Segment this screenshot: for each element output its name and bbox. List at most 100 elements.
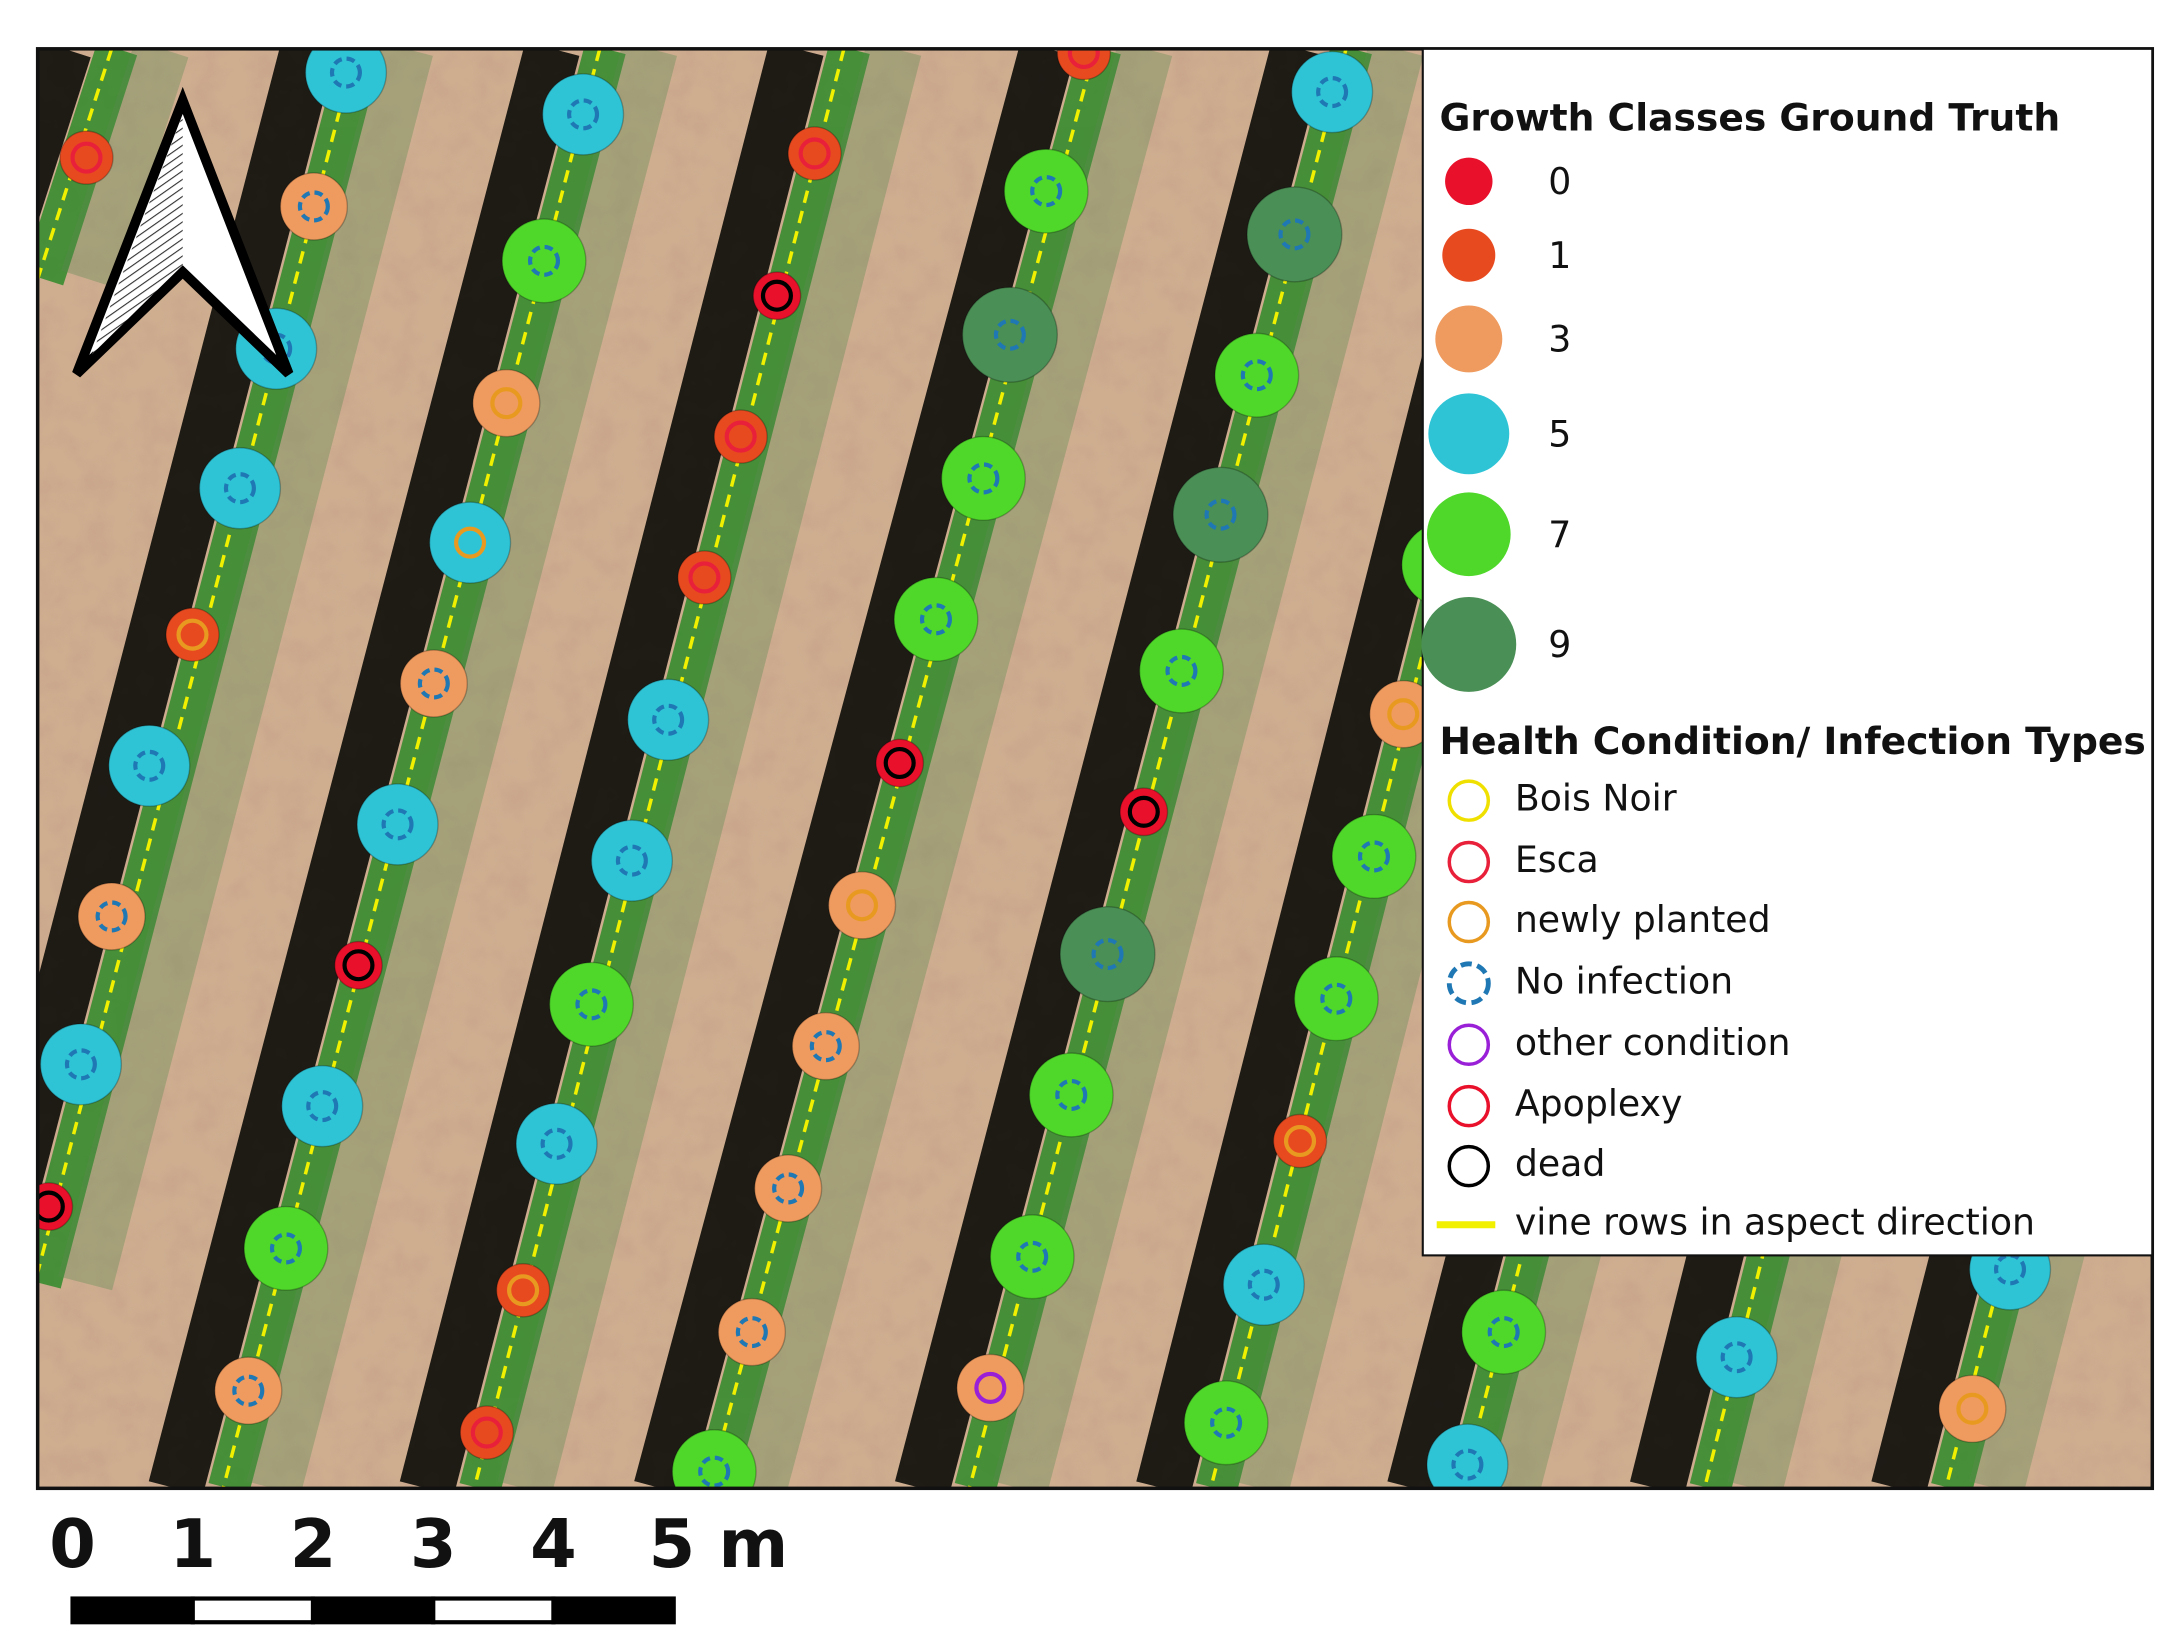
condition-ring [306,1090,339,1123]
scale-segment [190,1596,316,1625]
plant-marker [752,271,802,321]
condition-ring [1387,698,1420,731]
condition-ring [735,1316,768,1349]
legend-label: newly planted [1515,898,1771,941]
plant-marker [671,1429,757,1489]
plant-marker [787,126,842,181]
plant-marker [1938,1374,2007,1443]
legend-symbol [1435,305,1503,373]
plant-marker [459,1405,515,1460]
condition-ring [798,137,831,170]
condition-ring [1357,840,1390,873]
condition-ring [567,98,600,131]
plant-marker [37,1182,74,1231]
legend: Growth Classes Ground Truth Health Condi… [1421,47,2154,1257]
scale-segment [70,1596,195,1625]
condition-ring [527,244,561,277]
condition-ring [1487,1316,1520,1349]
condition-ring [1278,218,1311,251]
plant-marker [989,1214,1075,1300]
condition-ring [1091,938,1124,971]
plant-marker [753,1154,823,1223]
condition-ring [470,1416,503,1449]
plant-marker [875,738,925,788]
condition-ring [615,844,648,877]
condition-ring [688,561,721,594]
plant-marker [1028,1052,1114,1138]
legend-symbol [1445,157,1493,206]
condition-ring [1320,982,1353,1015]
plant-marker [1246,186,1343,283]
legend-label: dead [1515,1142,1606,1185]
scale-label: 3 [410,1505,457,1583]
condition-ring [1316,76,1349,109]
legend-title: Growth Classes Ground Truth [1440,95,2061,139]
vine-canopy-light [246,48,677,1489]
plant-marker [198,447,282,530]
scale-segment [551,1596,676,1625]
plant-marker [279,172,349,241]
plant-marker [1214,332,1300,418]
vine-canopy-light [61,48,189,288]
row-shadow [37,48,91,223]
plant-marker [243,1205,329,1291]
scale-label: 4 [530,1505,577,1583]
plant-marker [956,1353,1025,1423]
legend-label: Esca [1515,838,1599,881]
condition-ring [575,988,608,1021]
condition-ring [974,1371,1007,1404]
plant-marker [717,1297,787,1367]
condition-ring [1956,1392,1989,1425]
plant-marker [356,783,439,866]
condition-ring [845,889,879,922]
condition-ring [1016,1240,1049,1273]
plant-marker [472,368,541,438]
condition-ring [919,603,952,636]
plant-marker [428,501,512,584]
legend-label: other condition [1515,1021,1791,1064]
legend-label: 5 [1548,413,1571,456]
vine-canopy-light [992,48,1424,1489]
condition-ring [329,56,362,89]
condition-ring [381,808,414,841]
condition-ring [37,1190,65,1223]
plant-marker [1138,628,1224,714]
scale-label: 0 [49,1505,96,1583]
plant-marker [1003,148,1089,234]
plant-marker [495,1263,551,1318]
condition-ring [232,1374,265,1407]
plant-marker [334,940,383,990]
legend-symbol [1447,1084,1491,1128]
plant-marker [1293,956,1379,1042]
scale-label: 1 [169,1505,216,1583]
condition-ring [1165,654,1198,687]
legend-label: Bois Noir [1515,777,1677,820]
condition-ring [967,462,1000,495]
scale-segment [310,1596,436,1625]
plant-marker [1056,48,1112,81]
condition-ring [64,1048,97,1081]
condition-ring [297,190,330,223]
vine-canopy-light [497,48,922,1489]
plant-marker [626,678,710,761]
legend-symbol [1447,840,1491,884]
plant-marker [940,435,1026,521]
condition-ring [176,618,209,651]
row-shadow [634,48,1075,1489]
plant-marker [214,1356,283,1425]
condition-ring [1030,175,1063,208]
plant-marker [515,1102,598,1185]
vine-row [706,48,1097,1489]
condition-ring [883,746,916,780]
plant-marker [1272,1113,1328,1169]
condition-ring [1210,1406,1243,1439]
legend-title: Health Condition/ Infection Types [1440,719,2146,763]
condition-ring [698,1455,731,1488]
condition-ring [342,949,375,982]
condition-ring [1127,795,1160,828]
condition-ring [490,387,523,420]
legend-symbol [1447,900,1491,944]
legend-label: vine rows in aspect direction [1515,1201,2035,1244]
